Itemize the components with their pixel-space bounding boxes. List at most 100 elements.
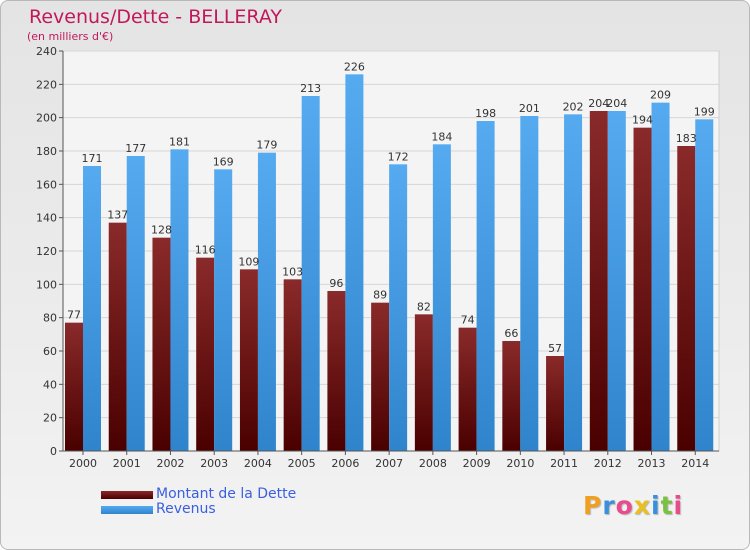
x-tick-label: 2005 <box>288 457 316 470</box>
y-tick-label: 180 <box>36 145 57 158</box>
bar-dette <box>589 111 608 451</box>
bar-revenus <box>476 121 495 451</box>
x-tick-label: 2006 <box>331 457 359 470</box>
bar-revenus <box>301 96 320 451</box>
x-tick-label: 2011 <box>550 457 578 470</box>
x-tick-label: 2007 <box>375 457 403 470</box>
data-label-revenus: 209 <box>650 89 671 102</box>
bar-revenus <box>651 102 670 452</box>
data-label-dette: 204 <box>588 97 609 110</box>
bar-dette <box>502 341 521 451</box>
data-label-revenus: 184 <box>431 130 452 143</box>
bar-revenus <box>126 156 145 451</box>
bar-dette <box>283 279 302 451</box>
bar-dette <box>108 222 127 451</box>
logo-letter: t <box>660 491 674 520</box>
y-tick-label: 120 <box>36 245 57 258</box>
data-label-dette: 128 <box>151 224 172 237</box>
x-tick-label: 2009 <box>463 457 491 470</box>
chart-title: Revenus/Dette - BELLERAY <box>29 6 282 28</box>
data-label-dette: 103 <box>282 265 303 278</box>
bar-revenus <box>520 116 539 451</box>
data-label-dette: 74 <box>461 314 475 327</box>
data-label-revenus: 169 <box>213 155 234 168</box>
x-tick-label: 2001 <box>113 457 141 470</box>
data-label-revenus: 181 <box>169 135 190 148</box>
data-label-dette: 109 <box>238 255 259 268</box>
bar-dette <box>65 322 83 451</box>
y-tick-label: 200 <box>36 112 57 125</box>
data-label-revenus: 226 <box>344 60 365 73</box>
bar-revenus <box>432 144 451 452</box>
data-label-revenus: 198 <box>475 107 496 120</box>
logo-letter: o <box>615 491 634 520</box>
x-tick-label: 2003 <box>200 457 228 470</box>
x-tick-label: 2002 <box>156 457 184 470</box>
bar-revenus <box>564 114 583 451</box>
data-label-revenus: 204 <box>606 97 627 110</box>
y-tick-label: 80 <box>43 312 57 325</box>
x-tick-label: 2013 <box>638 457 666 470</box>
bar-dette <box>196 257 215 451</box>
data-label-revenus: 177 <box>125 142 146 155</box>
x-tick-label: 2008 <box>419 457 447 470</box>
data-label-revenus: 213 <box>300 82 321 95</box>
bar-revenus <box>214 169 233 452</box>
x-tick-label: 2004 <box>244 457 272 470</box>
y-tick-label: 140 <box>36 212 57 225</box>
bar-dette <box>458 327 477 451</box>
y-tick-label: 240 <box>36 45 57 58</box>
logo-letter: i <box>651 491 661 520</box>
bar-revenus <box>170 149 189 452</box>
logo-letter: i <box>673 491 684 520</box>
bar-revenus <box>695 119 714 451</box>
bar-revenus <box>389 164 408 452</box>
logo-letter: P <box>583 491 603 520</box>
data-label-revenus: 179 <box>256 139 277 152</box>
bar-dette <box>677 146 696 451</box>
data-label-dette: 194 <box>632 114 653 127</box>
x-tick-label: 2014 <box>681 457 709 470</box>
proxiti-logo: Proxiti <box>583 491 683 520</box>
x-tick-label: 2000 <box>69 457 97 470</box>
y-tick-label: 20 <box>43 412 57 425</box>
data-label-dette: 57 <box>548 342 562 355</box>
y-tick-label: 0 <box>50 445 57 458</box>
data-label-dette: 183 <box>676 132 697 145</box>
data-label-dette: 89 <box>373 289 387 302</box>
data-label-dette: 137 <box>107 209 128 222</box>
y-tick-label: 60 <box>43 345 57 358</box>
bar-dette <box>414 314 433 451</box>
bar-dette <box>371 302 390 451</box>
data-label-dette: 116 <box>195 244 216 257</box>
bar-dette <box>239 269 258 451</box>
data-label-dette: 96 <box>329 277 343 290</box>
logo-letter: r <box>602 491 616 520</box>
legend-label-dette: Montant de la Dette <box>156 486 297 502</box>
y-tick-label: 160 <box>36 178 57 191</box>
data-label-dette: 66 <box>504 327 518 340</box>
data-label-revenus: 172 <box>388 150 409 163</box>
logo-letter: x <box>633 491 651 520</box>
data-label-revenus: 202 <box>563 100 584 113</box>
y-tick-label: 40 <box>43 378 57 391</box>
legend-swatch-dette <box>101 491 153 499</box>
data-label-revenus: 199 <box>694 105 715 118</box>
bar-revenus <box>257 152 276 451</box>
x-tick-label: 2010 <box>506 457 534 470</box>
data-label-revenus: 201 <box>519 102 540 115</box>
bar-revenus <box>345 74 364 451</box>
y-tick-label: 220 <box>36 78 57 91</box>
data-label-dette: 77 <box>67 309 81 322</box>
y-tick-label: 100 <box>36 278 57 291</box>
bar-revenus <box>607 111 626 451</box>
chart-subtitle: (en milliers d'€) <box>27 30 114 43</box>
bar-dette <box>152 237 171 451</box>
bar-dette <box>327 291 346 451</box>
bar-dette <box>546 356 565 451</box>
legend-label-revenus: Revenus <box>156 501 216 517</box>
data-label-revenus: 171 <box>82 152 103 165</box>
legend-swatch-revenus <box>101 506 153 514</box>
